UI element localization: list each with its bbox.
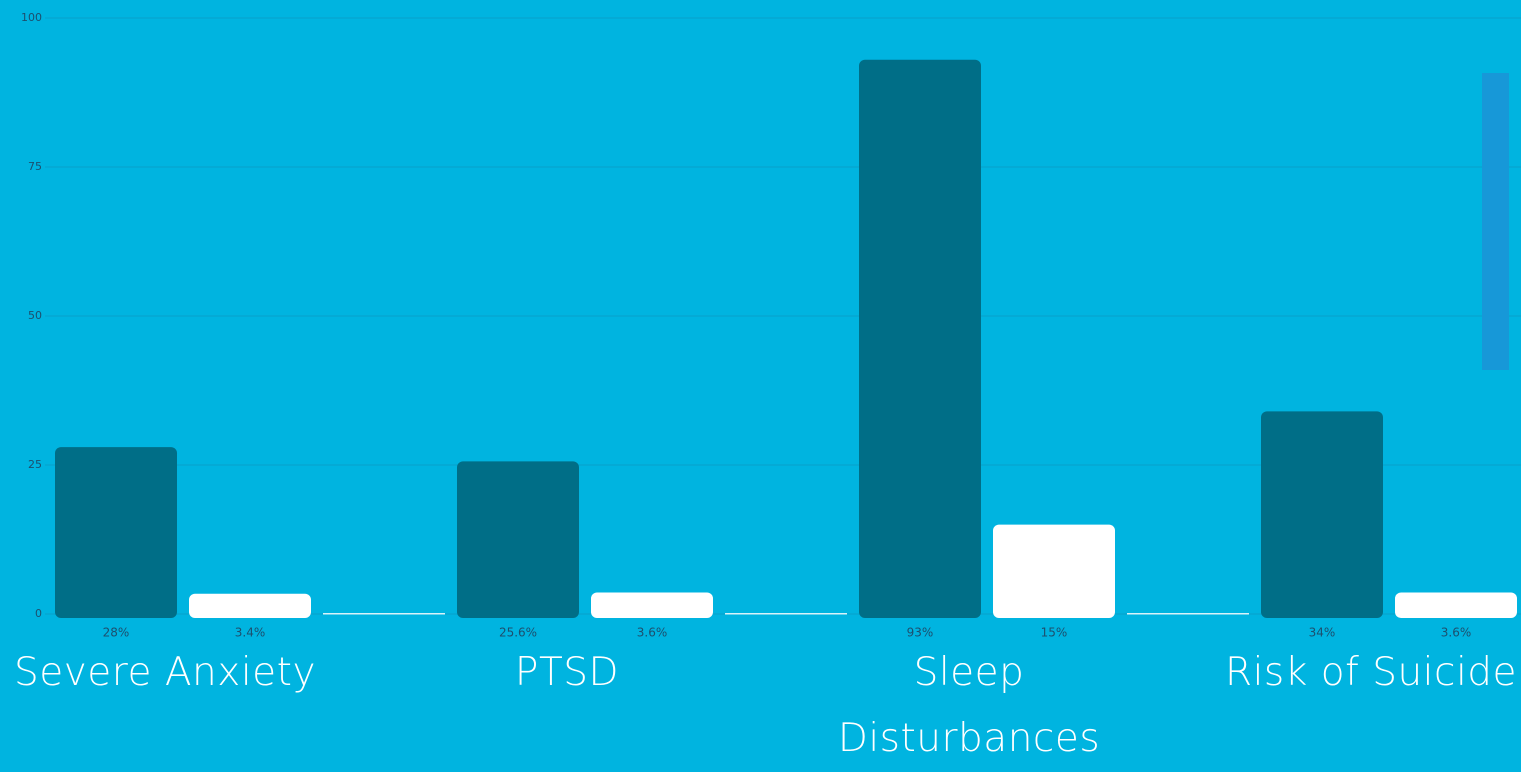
value-label: 3.6% (1441, 626, 1472, 640)
value-label: 34% (1309, 626, 1336, 640)
bar (55, 447, 177, 618)
bar (591, 592, 713, 618)
value-label: 15% (1041, 626, 1068, 640)
value-label: 25.6% (499, 626, 537, 640)
y-tick-label: 25 (28, 458, 42, 471)
bar (859, 59, 981, 619)
bar (1127, 613, 1249, 615)
bar (1395, 592, 1517, 618)
x-tick-label: Risk of Suicide (1224, 650, 1518, 695)
x-tick-label: Severe Anxiety (13, 650, 317, 695)
bar (323, 613, 445, 615)
y-tick-label: 75 (28, 160, 42, 173)
y-tick-label: 100 (21, 11, 42, 24)
bar (457, 461, 579, 618)
value-label: 3.6% (637, 626, 668, 640)
value-label: 3.4% (235, 626, 266, 640)
y-tick-label: 50 (28, 309, 42, 322)
bar (189, 593, 311, 618)
y-tick-label: 0 (35, 607, 42, 620)
x-tick-label: Sleep Disturbances (837, 650, 1101, 761)
side-panel (1482, 73, 1509, 370)
bar (1261, 411, 1383, 618)
value-label: 28% (103, 626, 130, 640)
bar (725, 613, 847, 615)
value-label: 93% (907, 626, 934, 640)
x-tick-label: PTSD (514, 650, 620, 695)
bar (993, 524, 1115, 618)
